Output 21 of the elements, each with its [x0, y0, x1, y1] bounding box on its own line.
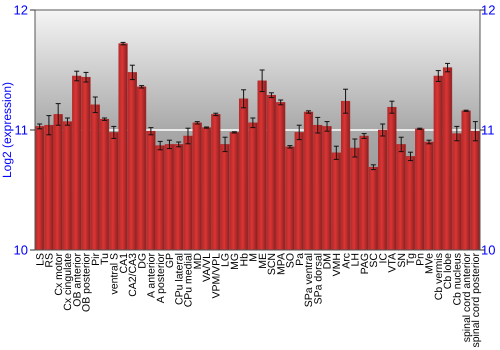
x-tick-label: CA1: [118, 252, 130, 274]
y-axis-title: Log2 (expression): [0, 82, 14, 178]
x-tick-label: Arc: [340, 253, 352, 269]
x-tick-label: LG: [220, 253, 232, 268]
x-tick-label: RS: [44, 253, 56, 268]
x-tick-label: spinal cord anterior: [460, 252, 473, 342]
x-tick-label: LS: [34, 253, 46, 266]
y-tick-label: 12: [14, 2, 28, 18]
x-tick-label: spinal cord posterior: [470, 252, 482, 348]
y2-tick-label: 10: [481, 242, 496, 258]
y-tick-label: 11: [14, 122, 28, 138]
x-tick-label: SPa dorsal: [312, 253, 324, 304]
y2-tick-label: 11: [481, 122, 494, 138]
y2-tick-label: 12: [481, 2, 496, 18]
y-tick-label: 10: [14, 242, 28, 258]
x-tick-label: GP: [164, 253, 176, 268]
x-tick-label: Cb nucleus: [452, 253, 464, 306]
x-tick-label: MG: [229, 253, 241, 270]
x-tick-label: Hb: [238, 252, 250, 266]
x-tick-label: Cb lobe: [442, 252, 454, 290]
x-tick-label: Tg: [405, 252, 418, 266]
